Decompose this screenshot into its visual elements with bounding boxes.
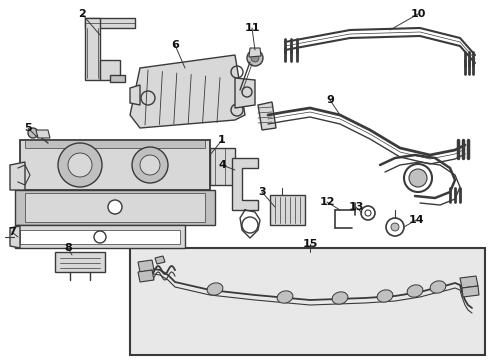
Bar <box>130 248 485 355</box>
Text: 2: 2 <box>78 9 86 19</box>
Polygon shape <box>100 60 120 80</box>
Polygon shape <box>258 102 276 130</box>
Circle shape <box>58 143 102 187</box>
Polygon shape <box>155 256 165 264</box>
Polygon shape <box>110 75 125 82</box>
Text: 11: 11 <box>244 23 260 33</box>
Text: 12: 12 <box>319 197 335 207</box>
Polygon shape <box>270 195 305 225</box>
Polygon shape <box>130 85 140 105</box>
Polygon shape <box>460 276 478 288</box>
Polygon shape <box>55 252 105 272</box>
Polygon shape <box>138 260 154 272</box>
Polygon shape <box>85 18 100 80</box>
Circle shape <box>68 153 92 177</box>
Ellipse shape <box>277 291 293 303</box>
Text: 6: 6 <box>171 40 179 50</box>
Text: 3: 3 <box>258 187 266 197</box>
Text: 4: 4 <box>218 160 226 170</box>
Ellipse shape <box>430 281 446 293</box>
Text: 5: 5 <box>24 123 32 133</box>
Circle shape <box>132 147 168 183</box>
Polygon shape <box>20 230 180 244</box>
Circle shape <box>28 128 38 138</box>
Polygon shape <box>10 226 20 248</box>
Polygon shape <box>10 162 25 190</box>
Polygon shape <box>36 130 50 138</box>
Polygon shape <box>15 225 185 248</box>
Polygon shape <box>25 193 205 222</box>
Polygon shape <box>232 158 258 210</box>
Text: 8: 8 <box>64 243 72 253</box>
Circle shape <box>251 54 259 62</box>
Text: 7: 7 <box>8 227 16 237</box>
Polygon shape <box>235 78 255 108</box>
Ellipse shape <box>377 290 393 302</box>
Text: 13: 13 <box>348 202 364 212</box>
Circle shape <box>108 200 122 214</box>
Text: 1: 1 <box>218 135 226 145</box>
Ellipse shape <box>207 283 223 295</box>
Polygon shape <box>210 148 235 185</box>
Polygon shape <box>249 48 261 57</box>
Text: 14: 14 <box>408 215 424 225</box>
Polygon shape <box>130 55 245 128</box>
Polygon shape <box>25 140 205 148</box>
Polygon shape <box>85 18 135 28</box>
Circle shape <box>247 50 263 66</box>
Polygon shape <box>138 270 154 282</box>
Polygon shape <box>462 286 479 297</box>
Circle shape <box>140 155 160 175</box>
Text: 15: 15 <box>302 239 318 249</box>
Polygon shape <box>20 140 210 190</box>
Ellipse shape <box>407 285 423 297</box>
Polygon shape <box>15 190 215 225</box>
Text: 9: 9 <box>326 95 334 105</box>
Ellipse shape <box>332 292 348 304</box>
Circle shape <box>409 169 427 187</box>
Circle shape <box>391 223 399 231</box>
Text: 10: 10 <box>410 9 426 19</box>
